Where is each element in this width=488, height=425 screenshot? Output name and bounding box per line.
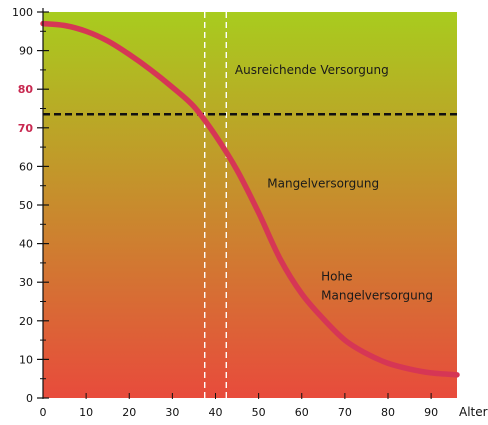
y-tick-label: 50 — [19, 199, 33, 212]
y-tick-label: 10 — [19, 353, 33, 366]
y-tick-label: 70 — [18, 122, 34, 135]
annotation-mangelversorgung: Mangelversorgung — [267, 177, 379, 191]
y-tick-label: 80 — [18, 83, 34, 96]
x-axis-ticks: 0 10 20 30 40 50 60 70 80 90 — [40, 393, 438, 419]
x-tick-label: 70 — [338, 406, 352, 419]
series-line — [40, 20, 460, 378]
y-tick-label: 0 — [26, 392, 33, 405]
x-tick-label: 50 — [252, 406, 266, 419]
plot-background — [43, 12, 457, 398]
x-axis-label: Alter — [459, 405, 488, 419]
annotation-hohe-mangelversorgung: Mangelversorgung — [321, 289, 433, 303]
vertical-markers — [204, 12, 227, 398]
x-tick-label: 30 — [165, 406, 179, 419]
y-tick-label: 60 — [19, 160, 33, 173]
x-tick-label: 90 — [424, 406, 438, 419]
x-tick-label: 20 — [122, 406, 136, 419]
y-axis-ticks: 0 10 20 30 40 50 60 70 80 90 100 — [12, 6, 49, 405]
annotation-ausreichende-versorgung: Ausreichende Versorgung — [235, 63, 389, 77]
x-tick-label: 10 — [79, 406, 93, 419]
y-tick-label: 100 — [12, 6, 33, 19]
x-tick-label: 0 — [40, 406, 47, 419]
y-tick-label: 20 — [19, 315, 33, 328]
x-tick-label: 60 — [295, 406, 309, 419]
y-tick-label: 30 — [19, 276, 33, 289]
x-tick-label: 40 — [209, 406, 223, 419]
y-tick-label: 90 — [19, 45, 33, 58]
y-tick-label: 40 — [19, 238, 33, 251]
x-tick-label: 80 — [381, 406, 395, 419]
annotation-hohe: Hohe — [321, 269, 352, 283]
